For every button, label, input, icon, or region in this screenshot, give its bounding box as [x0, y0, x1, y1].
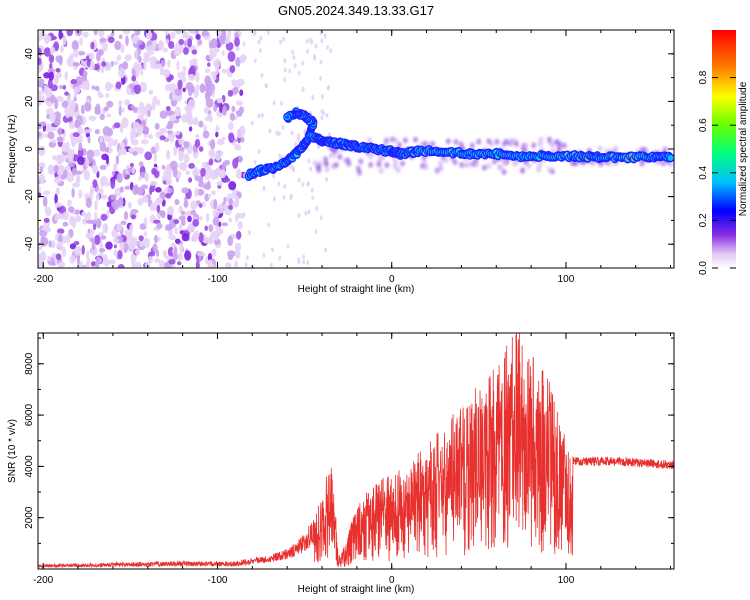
snr-y-tick-label: 8000: [24, 352, 35, 375]
colorbar-tick-label: 0.6: [698, 118, 709, 132]
spectrogram-ridge: [244, 107, 674, 181]
snr-y-axis-title: SNR (10 * v/v): [7, 419, 18, 483]
colorbar-tick-label: 0.8: [698, 70, 709, 84]
snr-x-tick-label: 100: [558, 575, 575, 586]
snr-x-tick-label: -200: [33, 575, 53, 586]
colorbar-tick-label: 0.0: [698, 261, 709, 275]
spectrogram-y-tick-label: 20: [24, 95, 35, 107]
spectrogram-noise: [38, 30, 333, 268]
snr-y-tick-label: 2000: [24, 506, 35, 529]
snr-y-tick-label: 4000: [24, 455, 35, 478]
spectrogram-y-axis-title: Frequency (Hz): [7, 115, 18, 184]
spectrogram-x-tick-label: -200: [33, 274, 53, 285]
snr-x-axis-title: Height of straight line (km): [298, 584, 415, 595]
snr-frame: [37, 332, 675, 570]
spectrogram-x-tick-label: 0: [389, 274, 395, 285]
snr-panel: -200 -100 0 100 2000 4000 6000 8000 Height of …: [7, 332, 675, 595]
snr-y-ticks: 2000 4000 6000 8000: [24, 337, 674, 544]
spectrogram-y-tick-label: 0: [24, 146, 35, 152]
snr-x-tick-label: 0: [389, 575, 395, 586]
snr-x-ticks: -200 -100 0 100: [33, 333, 672, 586]
colorbar-title: Normalized spectral amplitude: [738, 81, 749, 216]
colorbar-tick-label: 0.2: [698, 213, 709, 227]
snr-series-line: [38, 333, 674, 569]
colorbar-ticks: 0.0 0.2 0.4 0.6 0.8: [698, 70, 736, 275]
colorbar-gradient: [712, 30, 736, 268]
spectrogram-content: [38, 30, 674, 268]
spectrogram-y-ticks: -40 -20 0 20 40: [24, 29, 674, 269]
colorbar: 0.0 0.2 0.4 0.6 0.8 Normalized spectral ampl…: [698, 30, 749, 275]
colorbar-tick-label: 0.4: [698, 165, 709, 179]
spectrogram-x-axis-title: Height of straight line (km): [298, 284, 415, 295]
main-title: GN05.2024.349.13.33.G17: [278, 3, 434, 18]
snr-y-tick-label: 6000: [24, 404, 35, 427]
spectrogram-y-tick-label: -40: [24, 237, 35, 252]
spectrogram-x-tick-label: -100: [207, 274, 227, 285]
spectrogram-x-ticks: -200 -100 0 100: [33, 30, 672, 285]
snr-x-tick-label: -100: [207, 575, 227, 586]
spectrogram-y-tick-label: 40: [24, 48, 35, 60]
spectrogram-y-tick-label: -20: [24, 189, 35, 204]
spectrogram-x-tick-label: 100: [558, 274, 575, 285]
